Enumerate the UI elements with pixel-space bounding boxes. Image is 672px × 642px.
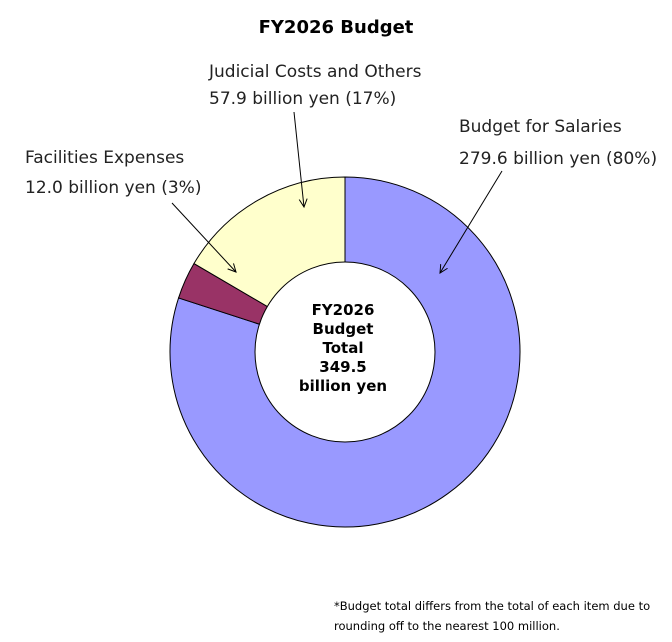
label-salaries-value: 279.6 billion yen (80%): [459, 149, 657, 169]
leader-facilities: [171, 202, 236, 272]
donut-hole: [254, 261, 436, 443]
leader-salaries: [440, 170, 503, 273]
label-facilities-value: 12.0 billion yen (3%): [25, 178, 201, 198]
footnote-line-1: *Budget total differs from the total of …: [334, 599, 650, 613]
label-judicial-name: Judicial Costs and Others: [208, 62, 422, 82]
label-judicial-value: 57.9 billion yen (17%): [209, 89, 396, 109]
center-line-1: FY2026: [312, 301, 375, 319]
label-facilities-name: Facilities Expenses: [25, 148, 184, 168]
leader-judicial: [293, 111, 304, 207]
center-line-2: Budget: [313, 320, 374, 338]
footnote-line-2: rounding off to the nearest 100 million.: [334, 619, 560, 633]
chart-title: FY2026 Budget: [259, 17, 414, 38]
center-label: FY2026 Budget Total 349.5 billion yen: [299, 301, 387, 395]
center-line-4: 349.5: [319, 358, 366, 376]
center-line-3: Total: [323, 339, 364, 357]
label-salaries-name: Budget for Salaries: [459, 117, 622, 137]
center-line-5: billion yen: [299, 377, 387, 395]
